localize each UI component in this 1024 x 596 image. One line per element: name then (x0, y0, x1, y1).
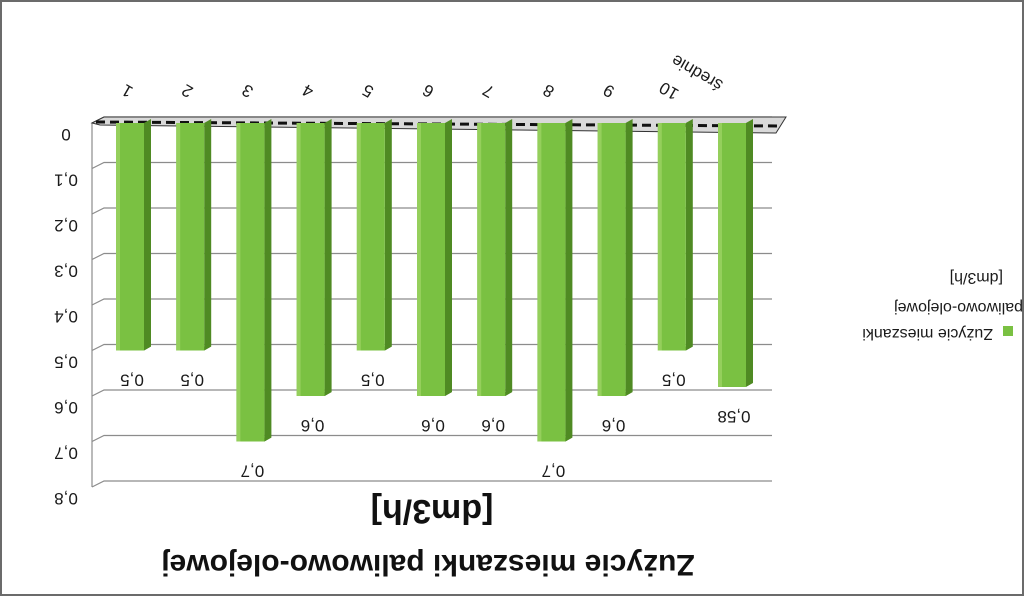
gridline (91, 480, 772, 488)
x-tick-label: 10 (656, 78, 682, 104)
chart-title: Zużycie mieszanki paliwowo-olejowej (161, 548, 694, 581)
y-tick-label: 0,7 (54, 444, 78, 463)
data-label: 0,7 (241, 462, 265, 481)
x-tick-label: 2 (179, 80, 197, 101)
x-tick-label: 4 (299, 80, 317, 101)
gridline (91, 434, 772, 443)
data-label: 0,6 (602, 416, 626, 435)
legend-swatch (1003, 326, 1013, 336)
data-label: 0,5 (662, 371, 686, 390)
data-label: 0,5 (180, 371, 204, 390)
legend: [dm3/h] paliwowo-olejowej Zużycie miesza… (862, 269, 1023, 342)
bar (296, 119, 332, 396)
x-tick-label: 8 (540, 80, 558, 101)
y-tick-label: 0,1 (54, 171, 78, 190)
bar (477, 119, 513, 396)
bar (597, 119, 633, 396)
y-tick-label: 0,3 (54, 262, 78, 281)
bar (116, 119, 151, 351)
x-tick-label: 5 (359, 80, 377, 101)
x-tick-label: 9 (600, 80, 618, 101)
legend-line-3: Zużycie mieszanki (862, 325, 993, 342)
y-tick-label: 0 (61, 125, 70, 144)
data-label: 0,6 (481, 416, 505, 435)
legend-line-2: paliwowo-olejowej (894, 299, 1023, 316)
x-tick-label: 7 (480, 80, 498, 101)
legend-line-1: [dm3/h] (950, 269, 1003, 286)
data-label: 0,5 (120, 371, 144, 390)
bar (718, 119, 753, 387)
data-label: 0,7 (542, 462, 566, 481)
bars (116, 119, 753, 442)
y-tick-label: 0,8 (54, 489, 78, 508)
y-axis-title: [dm3/h] (371, 492, 494, 530)
y-tick-label: 0,5 (54, 353, 78, 372)
y-tick-label: 0,4 (54, 307, 78, 326)
x-tick-label: 1 (118, 80, 136, 101)
data-label: 0,6 (421, 416, 445, 435)
bar (236, 119, 272, 442)
data-label: 0,58 (717, 407, 750, 426)
bar (356, 119, 392, 351)
y-tick-label: 0,2 (54, 216, 78, 235)
bar (417, 119, 452, 396)
x-tick-label: 3 (239, 80, 257, 101)
y-tick-label: 0,6 (54, 398, 78, 417)
bar (176, 119, 212, 351)
bar (657, 119, 693, 351)
data-labels: 0,5 0,5 0,7 0,6 0,5 0,6 0,6 0,7 0,6 0,5 0,58 (120, 371, 750, 481)
x-tick-label: 6 (419, 80, 437, 101)
y-axis-ticks: 0 0,1 0,2 0,3 0,4 0,5 0,6 0,7 0,8 (54, 125, 78, 508)
data-label: 0,5 (361, 371, 385, 390)
data-label: 0,6 (301, 416, 325, 435)
bar (537, 119, 573, 442)
